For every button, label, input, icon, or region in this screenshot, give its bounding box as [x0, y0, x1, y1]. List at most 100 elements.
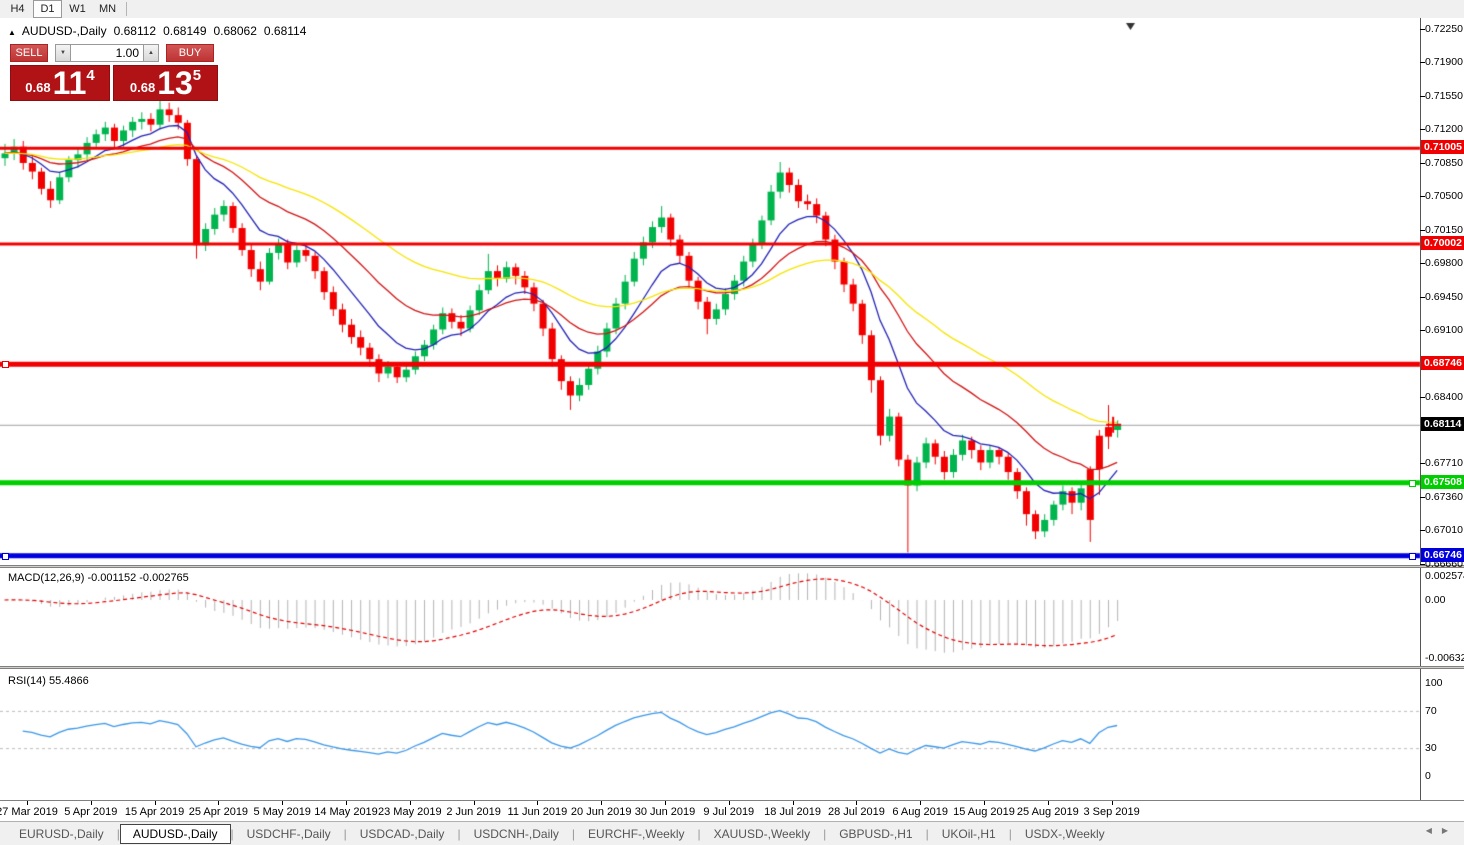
period-button-d1[interactable]: D1: [33, 0, 62, 18]
one-click-trade-panel: SELL ▼ ▲ BUY 0.68 11 4 0.68 13 5: [10, 44, 222, 101]
chart-tab-xauusd-weekly[interactable]: XAUUSD-,Weekly: [713, 827, 811, 841]
price-tick-mark: [1420, 330, 1425, 332]
price-tick-mark: [1420, 296, 1425, 298]
volume-decrease-button[interactable]: ▼: [55, 44, 71, 62]
period-toolbar: H4 D1 W1 MN: [0, 0, 1464, 19]
price-tick-mark: [1420, 95, 1425, 97]
price-tick-label: 0.72250: [1425, 23, 1463, 35]
tab-separator: |: [925, 827, 929, 841]
period-button-mn[interactable]: MN: [98, 3, 117, 15]
tab-separator: |: [116, 827, 120, 841]
date-tick-mark: [27, 801, 28, 805]
price-level-label: 0.68114: [1421, 416, 1464, 431]
price-tick-label: 0.70150: [1425, 223, 1463, 236]
date-label: 14 May 2019: [314, 806, 378, 818]
chart-tab-bar: EURUSD-,Daily | AUDUSD-,Daily | USDCHF-,Dail…: [0, 821, 1464, 845]
hline-handle[interactable]: [1409, 479, 1416, 487]
volume-increase-button[interactable]: ▲: [143, 44, 159, 62]
date-tick-mark: [1111, 801, 1113, 805]
hline-handle[interactable]: [1409, 552, 1416, 560]
sell-price-pip: 4: [86, 67, 95, 84]
date-label: 3 Sep 2019: [1083, 806, 1140, 818]
chart-tab-usdchf-daily[interactable]: USDCHF-,Daily: [246, 827, 331, 841]
date-label: 28 Jul 2019: [827, 806, 885, 818]
volume-input[interactable]: [71, 44, 143, 62]
tab-scroll-arrows: ◀▶: [1426, 826, 1458, 835]
price-level-label: 0.71005: [1421, 140, 1464, 155]
tab-separator: |: [230, 827, 234, 841]
date-tick-mark: [665, 801, 666, 805]
price-level-label: 0.66746: [1421, 547, 1464, 562]
price-tick-mark: [1420, 62, 1425, 64]
tab-scroll-left-icon[interactable]: ◀: [1425, 826, 1442, 835]
price-tick-mark: [1420, 129, 1425, 131]
chart-tab-usdcnh-daily[interactable]: USDCNH-,Daily: [473, 827, 559, 841]
period-button-h4[interactable]: H4: [10, 3, 25, 15]
date-tick-mark: [601, 801, 603, 805]
date-tick-mark: [856, 801, 858, 805]
tab-separator: |: [457, 827, 461, 841]
date-label: 9 Jul 2019: [703, 806, 755, 818]
price-tick-label: 0.69450: [1425, 290, 1463, 303]
date-label: 20 Jun 2019: [570, 806, 632, 818]
chart-tab-gbpusd-h1[interactable]: GBPUSD-,H1: [839, 827, 913, 841]
hline-handle[interactable]: [2, 552, 9, 560]
macd-axis-label: -0.006326: [1425, 652, 1464, 665]
macd-axis-label: 0.002574: [1425, 570, 1464, 583]
chart-tab-usdx-weekly[interactable]: USDX-,Weekly: [1024, 827, 1105, 841]
price-level-label: 0.68746: [1421, 356, 1464, 371]
date-tick-mark: [984, 801, 985, 805]
ohlc-open: 0.68112: [113, 24, 157, 38]
date-tick-mark: [920, 801, 922, 805]
chart-tab-ukoil-h1[interactable]: UKOil-,H1: [941, 827, 996, 841]
date-tick-mark: [473, 801, 475, 805]
price-tick-mark: [1420, 397, 1425, 399]
price-tick-label: 0.67710: [1425, 457, 1463, 470]
chart-tab-audusd-daily[interactable]: AUDUSD-,Daily: [119, 824, 231, 844]
date-label: 5 Apr 2019: [64, 806, 118, 818]
sell-price-prefix: 0.68: [25, 80, 51, 95]
price-tick-label: 0.71900: [1425, 56, 1463, 69]
rsi-label: RSI(14) 55.4866: [8, 675, 89, 687]
toolbar-separator: [126, 2, 127, 16]
date-tick-mark: [1047, 801, 1049, 805]
price-tick-label: 0.68400: [1425, 391, 1463, 404]
spinner-up-icon: ▲: [148, 50, 154, 56]
date-tick-mark: [218, 801, 220, 805]
date-label: 11 Jun 2019: [507, 806, 568, 818]
date-tick-mark: [282, 801, 284, 805]
sell-price-box[interactable]: 0.68 11 4: [10, 65, 110, 101]
sell-button[interactable]: SELL: [10, 44, 48, 62]
collapse-triangle-icon[interactable]: ▲: [8, 28, 16, 37]
date-tick-mark: [346, 801, 347, 805]
date-tick-mark: [409, 801, 411, 805]
hline-handle[interactable]: [2, 361, 9, 369]
price-tick-mark: [1420, 563, 1425, 565]
date-tick-mark: [90, 801, 92, 805]
buy-button[interactable]: BUY: [166, 44, 214, 62]
chart-tab-eurchf-weekly[interactable]: EURCHF-,Weekly: [588, 827, 685, 841]
buy-price-pip: 5: [192, 67, 202, 84]
chart-tab-eurusd-daily[interactable]: EURUSD-,Daily: [19, 827, 104, 841]
price-tick-label: 0.70850: [1425, 156, 1463, 169]
price-tick-mark: [1420, 196, 1425, 198]
date-label: 25 Aug 2019: [1016, 806, 1079, 818]
price-chart-canvas[interactable]: [0, 18, 1421, 800]
buy-price-box[interactable]: 0.68 13 5: [113, 65, 218, 101]
price-tick-label: 0.71550: [1425, 89, 1463, 102]
price-tick-mark: [1420, 229, 1425, 231]
chart-symbol-label: AUDUSD-,Daily: [21, 24, 107, 38]
price-tick-label: 0.70500: [1425, 190, 1463, 203]
price-tick-mark: [1420, 162, 1425, 164]
macd-label: MACD(12,26,9) -0.001152 -0.002765: [8, 572, 189, 584]
tab-separator: |: [823, 827, 827, 841]
main-macd-splitter[interactable]: [0, 565, 1464, 568]
price-tick-mark: [1420, 496, 1425, 498]
tab-scroll-right-icon[interactable]: ▶: [1441, 826, 1458, 835]
rsi-axis-label: 0: [1425, 770, 1431, 782]
period-button-w1[interactable]: W1: [69, 3, 86, 15]
macd-rsi-splitter[interactable]: [0, 666, 1464, 669]
date-tick-mark: [792, 801, 794, 805]
chart-tab-usdcad-daily[interactable]: USDCAD-,Daily: [359, 827, 445, 841]
